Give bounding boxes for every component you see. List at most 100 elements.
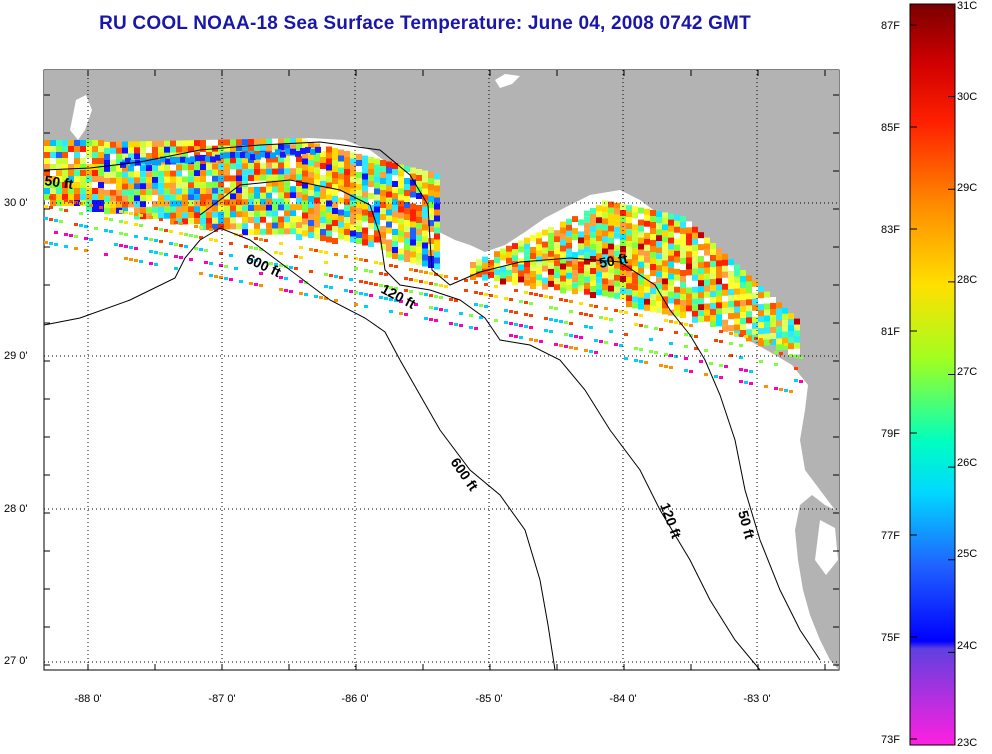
swath-dot	[594, 305, 598, 308]
swath-dot	[434, 295, 438, 298]
sst-pixel	[225, 152, 231, 159]
sst-pixel	[302, 212, 308, 219]
swath-dot	[309, 270, 313, 273]
sst-pixel	[392, 247, 398, 253]
swath-dot	[59, 220, 63, 223]
sst-pixel	[776, 326, 782, 333]
sst-pixel	[338, 227, 344, 234]
sst-pixel	[344, 229, 350, 235]
sst-pixel	[578, 237, 584, 244]
sst-pixel	[284, 222, 290, 229]
sst-pixel	[698, 304, 704, 311]
sst-pixel	[134, 177, 140, 184]
sst-pixel	[410, 197, 416, 204]
sst-pixel	[650, 240, 656, 246]
contour-120ft	[199, 179, 761, 670]
sst-pixel	[326, 194, 332, 201]
sst-pixel	[200, 170, 206, 176]
sst-pixel	[200, 194, 206, 200]
sst-pixel	[704, 273, 710, 280]
sst-pixel	[296, 180, 302, 187]
sst-pixel	[614, 232, 620, 239]
sst-pixel	[326, 206, 332, 213]
sst-pixel	[434, 215, 440, 222]
sst-pixel	[692, 256, 698, 263]
swath-dot	[89, 204, 93, 207]
sst-pixel	[596, 205, 602, 212]
sst-pixel	[692, 310, 698, 317]
swath-dot	[544, 295, 548, 298]
swath-dot	[794, 379, 798, 382]
sst-pixel	[716, 284, 722, 291]
sst-pixel	[122, 207, 128, 214]
sst-pixel	[470, 274, 476, 280]
sst-pixel	[284, 210, 290, 217]
sst-pixel	[404, 202, 410, 208]
map-title: RU COOL NOAA-18 Sea Surface Temperature:…	[99, 13, 751, 34]
lon-label: -87 0'	[208, 693, 236, 705]
swath-dot	[379, 284, 383, 287]
sst-pixel	[620, 210, 626, 216]
swath-dot	[289, 290, 293, 293]
swath-dot	[579, 336, 583, 339]
sst-pixel	[182, 212, 188, 219]
swath-dot	[279, 276, 283, 279]
sst-pixel	[710, 291, 716, 297]
swath-dot	[64, 209, 68, 212]
sst-pixel	[104, 147, 110, 154]
colorbar	[909, 3, 956, 746]
sst-pixel	[278, 180, 284, 187]
sst-pixel	[470, 268, 476, 274]
sst-pixel	[170, 200, 176, 207]
sst-pixel	[530, 265, 536, 271]
sst-pixel	[230, 157, 236, 164]
sst-pixel	[518, 276, 524, 283]
swath-dot	[324, 285, 328, 288]
sst-pixel	[134, 153, 140, 160]
swath-dot	[494, 295, 498, 298]
sst-pixel	[290, 138, 296, 145]
sst-pixel	[80, 140, 86, 146]
sst-pixel	[278, 156, 284, 163]
sst-pixel	[152, 200, 158, 207]
sst-pixel	[122, 195, 128, 202]
sst-pixel	[590, 268, 596, 274]
sst-pixel	[242, 157, 248, 164]
sst-pixel	[104, 159, 110, 166]
swath-dot	[64, 199, 68, 202]
lon-label: -84 0'	[609, 693, 637, 705]
swath-dot	[184, 245, 188, 248]
swath-dot	[414, 269, 418, 272]
sst-pixel	[164, 170, 170, 177]
sst-pixel	[362, 155, 368, 162]
colorbar-c-label: 24C	[957, 640, 978, 652]
sst-pixel	[254, 174, 260, 181]
sst-pixel	[344, 157, 350, 163]
sst-pixel	[572, 270, 578, 277]
sst-pixel	[506, 269, 512, 276]
swath-dot	[164, 253, 168, 256]
sst-pixel	[116, 165, 122, 172]
sst-pixel	[164, 206, 170, 213]
swath-dot	[639, 314, 643, 317]
sst-pixel	[734, 264, 740, 271]
sst-pixel	[740, 318, 746, 324]
sst-pixel	[235, 151, 241, 158]
sst-pixel	[662, 272, 668, 279]
swath-dot	[524, 325, 528, 328]
colorbar-f-label: 73F	[881, 734, 900, 746]
swath-dot	[749, 370, 753, 373]
sst-pixel	[290, 180, 296, 187]
sst-pixel	[614, 262, 620, 269]
sst-pixel	[692, 316, 698, 323]
sst-pixel	[206, 175, 212, 182]
sst-pixel	[374, 182, 380, 189]
sst-pixel	[416, 229, 422, 235]
sst-pixel	[368, 187, 374, 193]
sst-pixel	[266, 216, 272, 223]
swath-dot	[419, 280, 423, 283]
sst-pixel	[326, 182, 332, 189]
sst-pixel	[200, 154, 206, 161]
sst-pixel	[686, 245, 692, 252]
sst-pixel	[614, 220, 620, 227]
